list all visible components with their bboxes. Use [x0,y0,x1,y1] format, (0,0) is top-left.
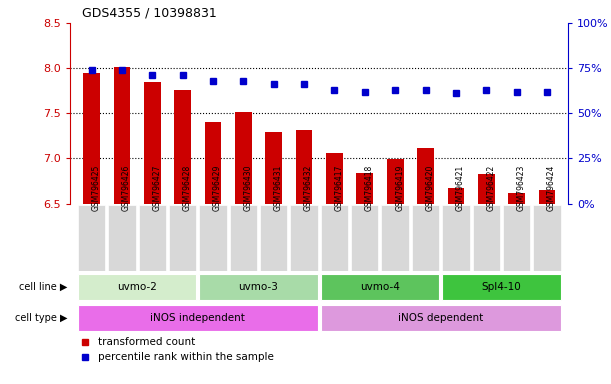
Bar [351,205,378,271]
Bar [199,205,227,271]
Text: percentile rank within the sample: percentile rank within the sample [98,352,274,362]
Text: GSM796423: GSM796423 [517,164,525,211]
Text: GSM796430: GSM796430 [243,164,252,211]
Bar [442,205,469,271]
Bar [387,159,403,204]
Text: GSM796421: GSM796421 [456,164,465,211]
Bar [290,205,318,271]
Bar [174,90,191,204]
Text: GSM796428: GSM796428 [183,164,192,211]
Bar [442,274,561,300]
Text: cell type ▶: cell type ▶ [15,313,67,323]
Bar [478,174,494,204]
Bar [321,274,439,300]
Text: GSM796431: GSM796431 [274,164,283,211]
Bar [78,305,318,331]
Bar [139,205,166,271]
Text: Spl4-10: Spl4-10 [481,282,521,292]
Text: uvmo-2: uvmo-2 [117,282,157,292]
Bar [412,205,439,271]
Text: GSM796426: GSM796426 [122,164,131,211]
Text: GSM796420: GSM796420 [425,164,434,211]
Bar [114,67,130,204]
Bar [169,205,196,271]
Bar [205,122,221,204]
Bar [235,113,252,204]
Bar [296,131,312,204]
Bar [539,190,555,204]
Text: GSM796429: GSM796429 [213,164,222,211]
Bar [144,82,161,204]
Bar [321,205,348,271]
Bar [503,205,530,271]
Text: iNOS independent: iNOS independent [150,313,245,323]
Text: GSM796424: GSM796424 [547,164,556,211]
Bar [326,153,343,204]
Text: uvmo-3: uvmo-3 [238,282,279,292]
Text: GSM796425: GSM796425 [92,164,101,211]
Bar [472,205,500,271]
Bar [321,305,561,331]
Text: cell line ▶: cell line ▶ [19,282,67,292]
Text: GSM796432: GSM796432 [304,164,313,211]
Bar [78,205,105,271]
Text: GSM796427: GSM796427 [152,164,161,211]
Bar [265,132,282,204]
Text: transformed count: transformed count [98,337,195,347]
Bar [83,73,100,204]
Bar [260,205,287,271]
Text: GSM796418: GSM796418 [365,164,374,211]
Text: GDS4355 / 10398831: GDS4355 / 10398831 [82,6,218,19]
Bar [108,205,136,271]
Text: uvmo-4: uvmo-4 [360,282,400,292]
Text: GSM796419: GSM796419 [395,164,404,211]
Bar [508,193,525,204]
Text: GSM796417: GSM796417 [334,164,343,211]
Bar [381,205,409,271]
Bar [417,149,434,204]
Bar [447,188,464,204]
Bar [199,274,318,300]
Text: GSM796422: GSM796422 [486,164,496,211]
Bar [78,274,196,300]
Bar [230,205,257,271]
Bar [533,205,561,271]
Bar [356,173,373,204]
Text: iNOS dependent: iNOS dependent [398,313,483,323]
